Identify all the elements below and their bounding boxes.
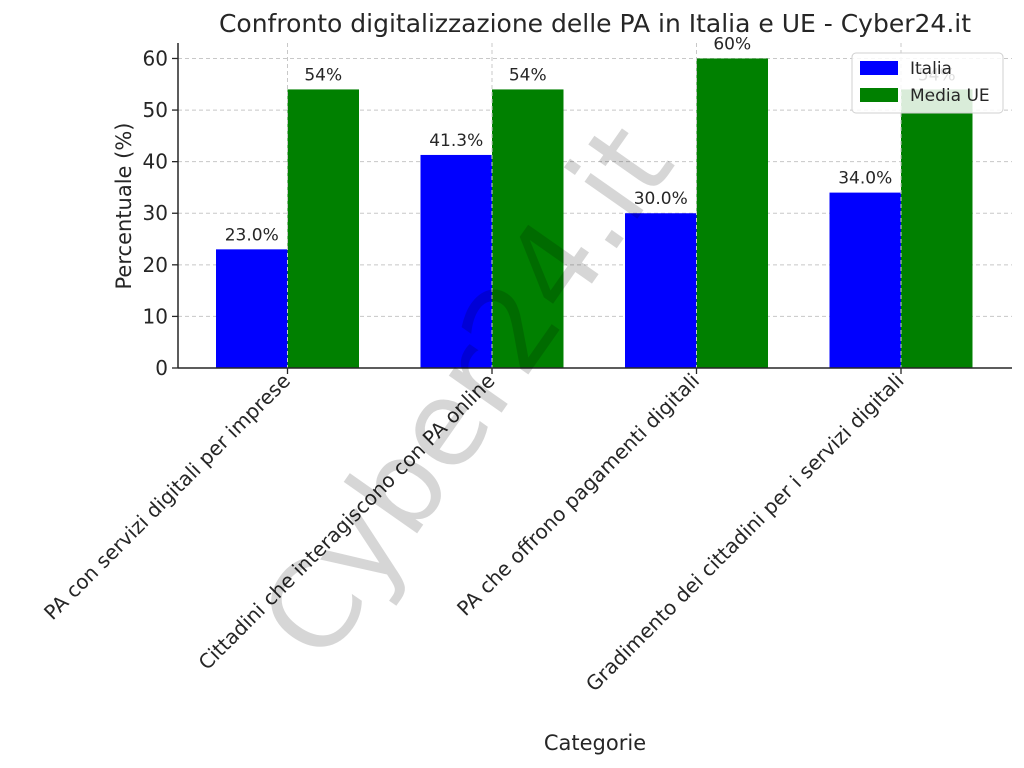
bar-media-ue bbox=[696, 58, 768, 368]
data-label: 23.0% bbox=[225, 225, 279, 245]
y-tick-label: 10 bbox=[143, 304, 168, 328]
y-tick-label: 30 bbox=[143, 201, 168, 225]
y-axis-label: Percentuale (%) bbox=[112, 123, 136, 290]
data-label: 41.3% bbox=[429, 131, 483, 151]
legend: Italia Media UE bbox=[851, 52, 1004, 114]
data-label: 54% bbox=[509, 65, 547, 85]
bar-media-ue bbox=[492, 89, 564, 368]
data-label: 34.0% bbox=[838, 169, 892, 189]
bar-italia bbox=[829, 192, 901, 368]
data-label: 54% bbox=[304, 65, 342, 85]
y-tick-label: 0 bbox=[155, 356, 168, 380]
bar-media-ue bbox=[901, 89, 973, 368]
y-tick-label: 40 bbox=[143, 150, 168, 174]
y-tick-label: 60 bbox=[143, 46, 168, 70]
y-tick-label: 50 bbox=[143, 98, 168, 122]
bars bbox=[216, 43, 973, 368]
legend-swatch-media-ue bbox=[860, 88, 898, 102]
chart-title: Confronto digitalizzazione delle PA in I… bbox=[219, 9, 971, 38]
x-tick-label: Gradimento dei cittadini per i servizi d… bbox=[581, 369, 909, 697]
legend-label-media-ue: Media UE bbox=[910, 86, 990, 106]
legend-swatch-italia bbox=[860, 61, 898, 75]
x-axis-label: Categorie bbox=[544, 731, 646, 755]
y-tick-labels: 0 10 20 30 40 50 60 bbox=[143, 46, 168, 380]
bar-media-ue bbox=[287, 89, 359, 368]
bar-italia bbox=[625, 213, 697, 368]
data-label: 60% bbox=[713, 34, 751, 54]
y-tick-label: 20 bbox=[143, 253, 168, 277]
bar-italia bbox=[420, 154, 492, 368]
bar-italia bbox=[216, 249, 288, 368]
legend-label-italia: Italia bbox=[910, 59, 952, 79]
axes bbox=[172, 43, 1012, 374]
data-label: 30.0% bbox=[634, 189, 688, 209]
